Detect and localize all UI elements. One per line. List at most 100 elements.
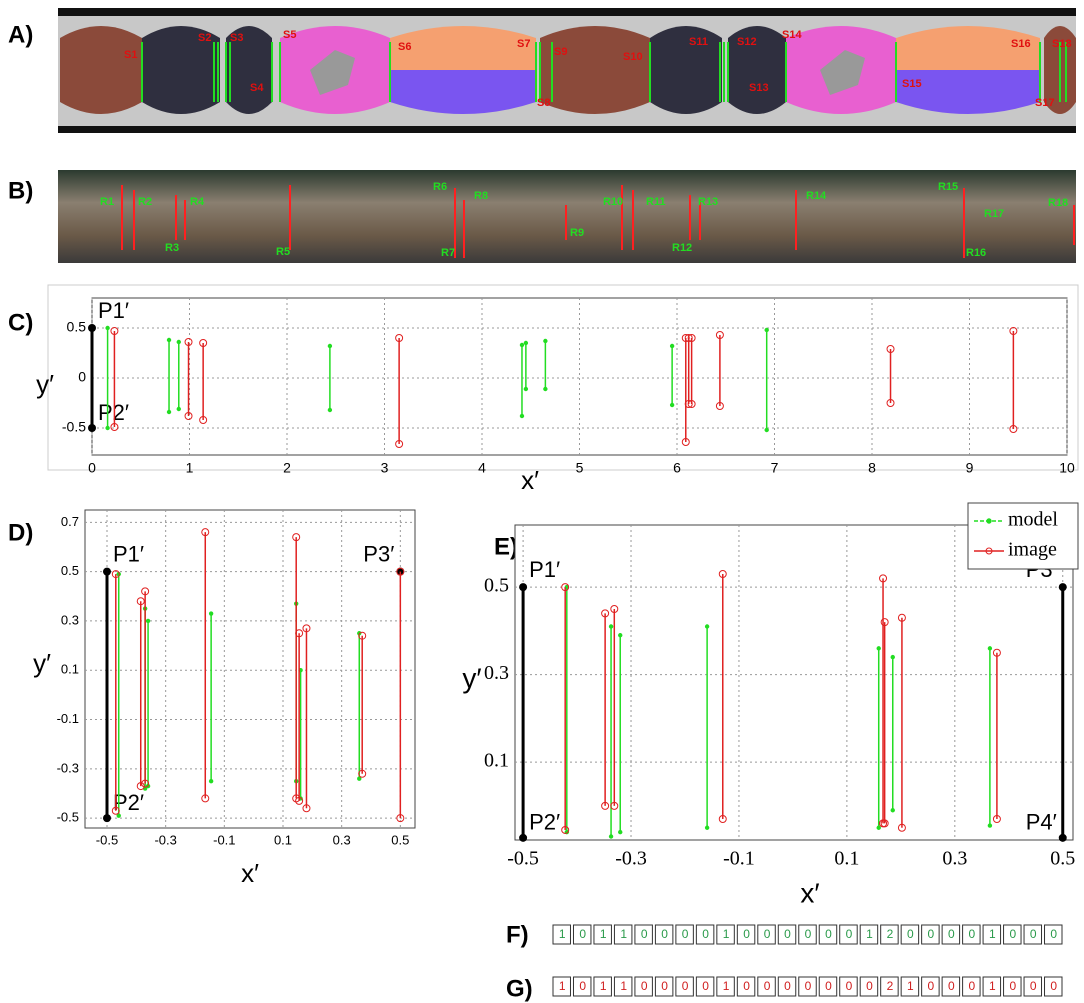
- digit-box: [593, 976, 612, 997]
- marker: [890, 808, 895, 813]
- marker: [208, 778, 214, 784]
- digit-box: [757, 976, 776, 997]
- y-tick-label: 0: [78, 369, 86, 385]
- digit-box: [757, 924, 776, 945]
- marker: [111, 806, 120, 815]
- digit: 0: [866, 979, 873, 993]
- x-tick-label: -0.3: [154, 832, 176, 847]
- digit-box: [921, 924, 940, 945]
- marker: [136, 597, 145, 606]
- digit-box: [941, 924, 961, 945]
- annotation: P4′: [1026, 810, 1057, 835]
- line-label: R11: [646, 196, 666, 208]
- marker: [880, 618, 889, 627]
- digit-box: [695, 976, 715, 997]
- marker: [687, 400, 696, 408]
- digit-box: [777, 924, 797, 945]
- x-tick-label: -0.3: [615, 848, 647, 870]
- reference-point: [88, 424, 96, 432]
- digit: 1: [620, 979, 627, 993]
- segment-label: S5: [283, 29, 296, 41]
- reference-point: [103, 814, 111, 823]
- digit: 0: [907, 927, 914, 941]
- marker: [136, 782, 145, 791]
- digit-box: [634, 924, 653, 945]
- line-label: R17: [984, 208, 1004, 220]
- marker: [669, 343, 675, 349]
- region: [896, 70, 1040, 114]
- annotation: P2′: [529, 810, 560, 835]
- digit: 0: [825, 979, 832, 993]
- digit: 0: [702, 979, 709, 993]
- marker: [715, 331, 724, 339]
- marker: [141, 779, 150, 788]
- digit: 1: [600, 927, 607, 941]
- marker: [116, 813, 121, 818]
- marker: [897, 823, 906, 832]
- marker: [292, 533, 301, 542]
- digit: 1: [559, 927, 566, 941]
- digit: 0: [1009, 927, 1016, 941]
- marker: [718, 570, 727, 578]
- marker: [704, 825, 710, 830]
- digit-box: [572, 924, 592, 945]
- x-tick-label: 1: [186, 460, 194, 476]
- marker: [295, 629, 304, 638]
- digit: 0: [1030, 979, 1037, 993]
- marker: [876, 825, 881, 830]
- segment-label: S17: [1035, 97, 1055, 109]
- x-tick-label: -0.1: [213, 832, 235, 847]
- marker: [681, 438, 690, 446]
- line-label: R13: [698, 196, 718, 208]
- digit: 0: [948, 979, 955, 993]
- marker: [166, 337, 172, 343]
- x-tick-label: 0.1: [274, 832, 292, 847]
- reference-point: [103, 567, 111, 576]
- marker: [184, 338, 193, 346]
- marker: [601, 801, 610, 810]
- y-tick-label: 0.3: [61, 612, 79, 627]
- line-label: R9: [570, 227, 584, 239]
- digit: 0: [1009, 979, 1016, 993]
- marker: [519, 413, 525, 419]
- digit: 0: [702, 927, 709, 941]
- y-axis-label: y′: [462, 662, 481, 693]
- marker: [111, 570, 120, 579]
- digit: 0: [805, 927, 812, 941]
- digit: 0: [928, 927, 935, 941]
- digit: 0: [846, 927, 853, 941]
- x-tick-label: -0.5: [507, 848, 539, 870]
- digit: 1: [723, 979, 730, 993]
- plot-frame: [91, 297, 1068, 456]
- line-label: R5: [276, 246, 290, 258]
- y-tick-label: -0.1: [57, 711, 79, 726]
- marker: [116, 571, 121, 577]
- marker: [601, 609, 610, 618]
- digit-box: [900, 976, 920, 997]
- digit: 1: [866, 927, 873, 941]
- digit-box: [552, 976, 571, 997]
- digit-box: [798, 924, 817, 945]
- digit: 1: [723, 927, 730, 941]
- digit: 0: [968, 979, 975, 993]
- marker: [184, 412, 193, 420]
- segment-label: S14: [782, 29, 802, 41]
- digit: 1: [907, 979, 914, 993]
- digit-box: [982, 924, 1002, 945]
- marker: [395, 334, 404, 342]
- annotation: P2′: [113, 790, 144, 815]
- digit-box: [1023, 924, 1043, 945]
- y-tick-label: -0.5: [62, 419, 86, 435]
- marker: [302, 804, 311, 813]
- marker: [110, 327, 119, 335]
- cutout: [310, 50, 355, 95]
- digit-box: [593, 924, 612, 945]
- digit: 1: [600, 979, 607, 993]
- segment-label: S6: [398, 41, 411, 53]
- segment-label: S9: [554, 46, 567, 58]
- marker: [890, 654, 895, 660]
- digit: 0: [825, 927, 832, 941]
- marker: [358, 631, 367, 640]
- x-axis-label: x′: [521, 465, 539, 495]
- digit-box: [941, 976, 961, 997]
